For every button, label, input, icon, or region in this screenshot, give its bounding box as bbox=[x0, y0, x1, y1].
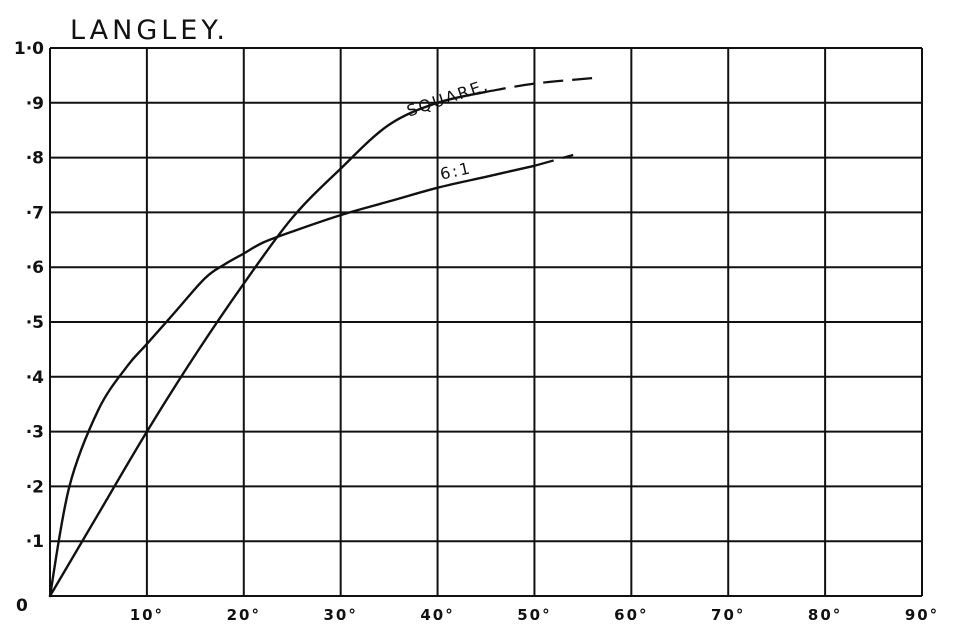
x-tick-label: 20° bbox=[227, 606, 261, 624]
series-labels: SQUARE.6:1 bbox=[404, 75, 491, 184]
y-tick-label: 1·0 bbox=[14, 39, 44, 59]
series-extension-dashed bbox=[534, 153, 574, 167]
x-tick-label: 80° bbox=[808, 606, 842, 624]
x-tick-label: 60° bbox=[614, 606, 648, 624]
series-line bbox=[48, 90, 488, 598]
y-tick-label: ·1 bbox=[26, 532, 44, 552]
y-tick-label: ·3 bbox=[26, 423, 44, 443]
y-tick-label: ·7 bbox=[26, 203, 44, 223]
x-tick-label: 0 bbox=[16, 596, 28, 616]
x-tick-label: 70° bbox=[711, 606, 745, 624]
y-tick-label: ·2 bbox=[26, 477, 44, 497]
series-extension-dashed bbox=[485, 77, 593, 93]
x-tick-label: 10° bbox=[130, 606, 164, 624]
y-tick-label: ·9 bbox=[26, 94, 44, 114]
y-tick-label: ·6 bbox=[26, 258, 44, 278]
series-line bbox=[48, 164, 536, 598]
y-tick-label: ·5 bbox=[26, 313, 44, 333]
grid bbox=[49, 47, 923, 597]
x-tick-label: 90° bbox=[905, 606, 939, 624]
x-tick-label: 30° bbox=[323, 606, 357, 624]
x-axis-ticks: 0 10° 20° 30° 40° 50° 60° 70° 80° 90° bbox=[16, 596, 939, 624]
x-tick-label: 50° bbox=[517, 606, 551, 624]
series bbox=[48, 77, 593, 598]
y-tick-label: ·8 bbox=[26, 149, 44, 169]
y-axis-ticks: ·1 ·2 ·3 ·4 ·5 ·6 ·7 ·8 ·9 1·0 bbox=[14, 39, 44, 552]
x-tick-label: 40° bbox=[420, 606, 454, 624]
chart-title: LANGLEY. bbox=[70, 15, 229, 46]
y-tick-label: ·4 bbox=[26, 368, 44, 388]
series-label: SQUARE. bbox=[404, 75, 491, 120]
